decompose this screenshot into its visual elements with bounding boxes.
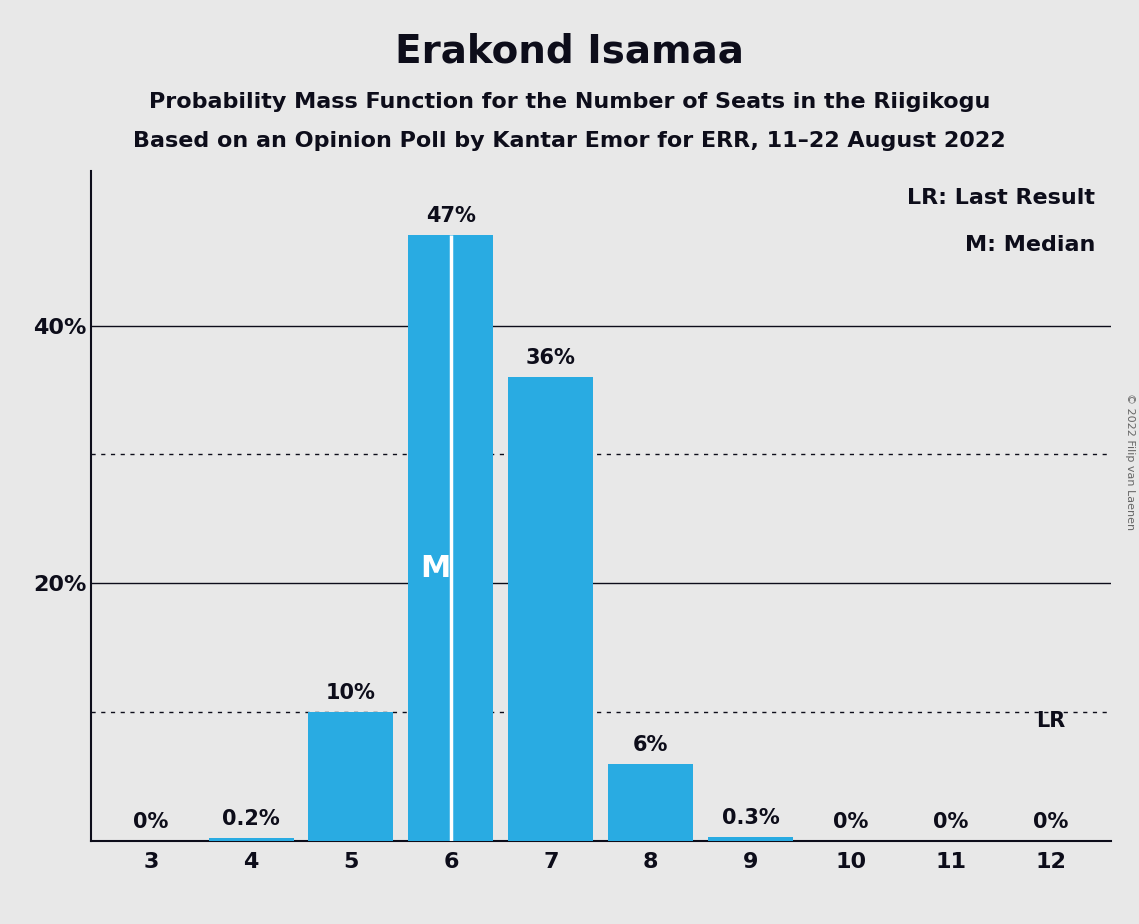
Text: 0%: 0% bbox=[1033, 812, 1068, 832]
Text: 36%: 36% bbox=[526, 348, 576, 368]
Bar bbox=[409, 236, 493, 841]
Text: 10%: 10% bbox=[326, 683, 376, 703]
Text: 47%: 47% bbox=[426, 206, 476, 226]
Bar bbox=[309, 712, 393, 841]
Bar bbox=[608, 763, 694, 841]
Text: 0.2%: 0.2% bbox=[222, 809, 280, 829]
Text: Based on an Opinion Poll by Kantar Emor for ERR, 11–22 August 2022: Based on an Opinion Poll by Kantar Emor … bbox=[133, 131, 1006, 152]
Text: 0%: 0% bbox=[133, 812, 169, 832]
Text: Erakond Isamaa: Erakond Isamaa bbox=[395, 32, 744, 70]
Text: 0.3%: 0.3% bbox=[722, 808, 779, 828]
Text: 0%: 0% bbox=[833, 812, 868, 832]
Text: LR: Last Result: LR: Last Result bbox=[908, 188, 1096, 208]
Bar bbox=[208, 838, 294, 841]
Text: LR: LR bbox=[1036, 711, 1065, 731]
Bar bbox=[508, 377, 593, 841]
Text: Probability Mass Function for the Number of Seats in the Riigikogu: Probability Mass Function for the Number… bbox=[149, 92, 990, 113]
Text: M: Median: M: Median bbox=[965, 235, 1096, 255]
Text: 6%: 6% bbox=[633, 735, 669, 755]
Bar bbox=[708, 837, 793, 841]
Text: M: M bbox=[420, 553, 451, 583]
Text: © 2022 Filip van Laenen: © 2022 Filip van Laenen bbox=[1125, 394, 1134, 530]
Text: 0%: 0% bbox=[933, 812, 968, 832]
